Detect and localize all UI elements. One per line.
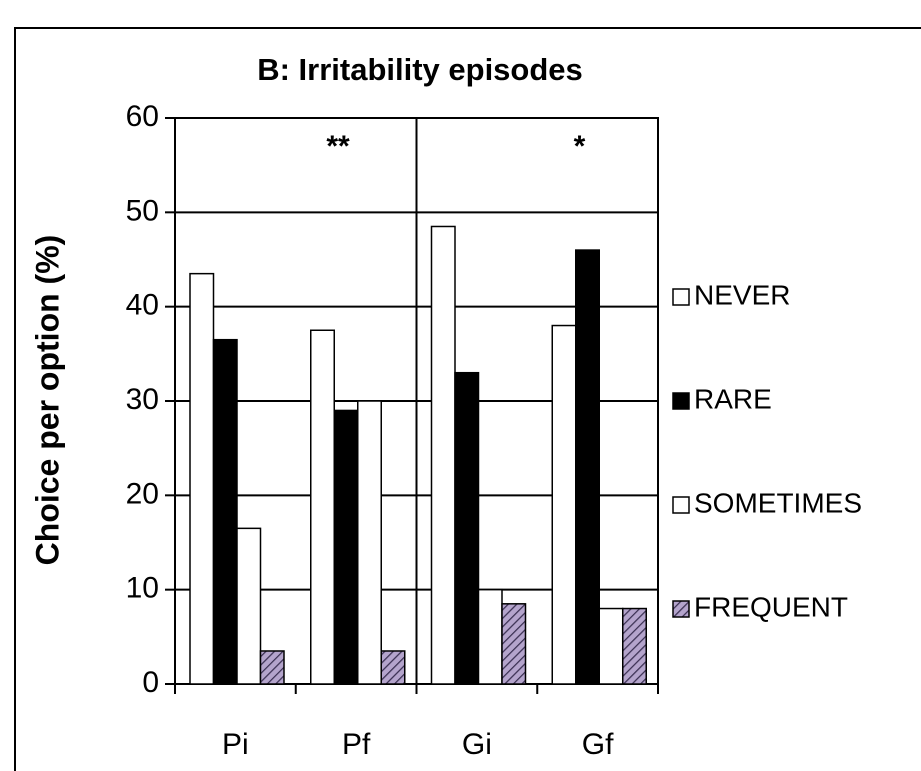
bar — [357, 400, 382, 685]
legend-label: NEVER — [694, 279, 790, 310]
y-tick-label: 20 — [126, 477, 159, 510]
y-tick-label: 10 — [126, 572, 159, 605]
legend-swatch — [672, 392, 690, 410]
x-tick-label: Gi — [462, 728, 492, 761]
y-tick-label: 50 — [126, 194, 159, 227]
x-tick-label: Gf — [582, 728, 614, 761]
bar — [189, 272, 215, 685]
bar — [333, 409, 359, 685]
chart-title: B: Irritability episodes — [257, 52, 583, 87]
y-tick-label: 60 — [126, 100, 159, 133]
bar — [430, 225, 456, 685]
bar — [598, 607, 624, 685]
bar — [501, 603, 527, 685]
bar — [212, 338, 238, 685]
legend-label: SOMETIMES — [694, 487, 862, 518]
bar — [236, 527, 262, 685]
legend-label: FREQUENT — [694, 591, 848, 622]
bar — [310, 329, 335, 685]
legend-swatch — [672, 496, 690, 514]
bar — [477, 588, 503, 685]
annotation: * — [574, 130, 586, 163]
bar — [551, 324, 577, 685]
x-tick-label: Pi — [222, 728, 249, 761]
bar — [454, 371, 480, 685]
y-tick-label: 40 — [126, 289, 159, 322]
y-tick-label: 0 — [142, 666, 159, 699]
annotation: ** — [326, 130, 350, 163]
legend-swatch — [672, 288, 690, 306]
bar — [622, 607, 647, 685]
bar — [575, 249, 600, 685]
y-tick-label: 30 — [126, 383, 159, 416]
bar — [259, 650, 285, 685]
x-tick-label: Pf — [342, 728, 371, 761]
y-axis-label: Choice per option (%) — [29, 235, 65, 566]
legend-swatch — [672, 600, 690, 618]
legend-label: RARE — [694, 383, 772, 414]
bar — [380, 650, 406, 685]
